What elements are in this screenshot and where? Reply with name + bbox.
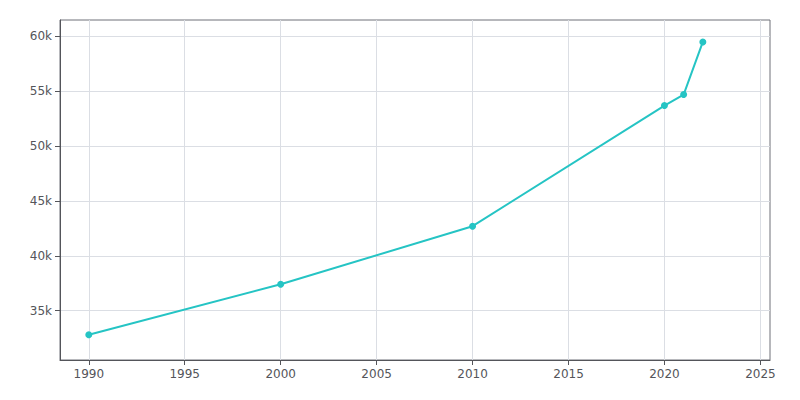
svg-text:1995: 1995 (169, 367, 200, 381)
svg-text:50k: 50k (30, 139, 52, 153)
svg-text:2025: 2025 (745, 367, 776, 381)
svg-text:55k: 55k (30, 84, 52, 98)
svg-text:2015: 2015 (553, 367, 584, 381)
svg-text:2005: 2005 (361, 367, 392, 381)
svg-text:2010: 2010 (457, 367, 488, 381)
svg-text:40k: 40k (30, 249, 52, 263)
svg-text:1990: 1990 (74, 367, 105, 381)
svg-text:2000: 2000 (265, 367, 296, 381)
svg-text:60k: 60k (30, 29, 52, 43)
svg-text:45k: 45k (30, 194, 52, 208)
svg-text:2020: 2020 (649, 367, 680, 381)
svg-text:35k: 35k (30, 304, 52, 318)
